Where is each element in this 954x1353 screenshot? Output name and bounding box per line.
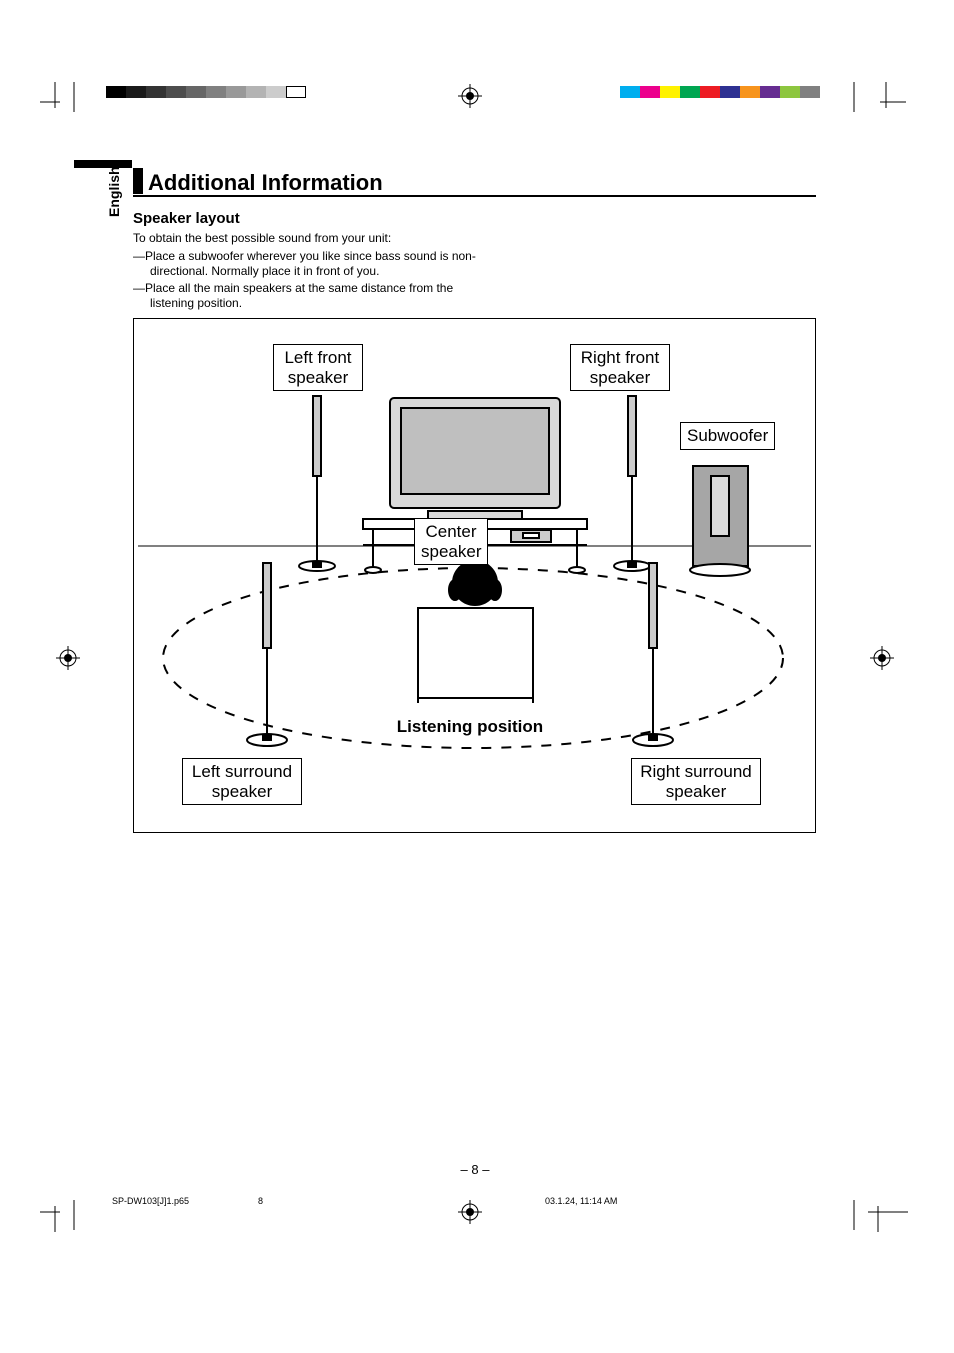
- section-heading: Additional Information: [148, 170, 383, 196]
- bullet-2a: —Place all the main speakers at the same…: [133, 280, 453, 296]
- label-left-surround: Left surround speaker: [182, 758, 302, 805]
- language-label: English: [106, 166, 122, 217]
- footer-page: 8: [258, 1196, 263, 1206]
- language-tab-block: [74, 160, 132, 168]
- color-calibration-bar: [620, 86, 820, 98]
- label-center: Center speaker: [414, 518, 488, 565]
- heading-rule: [133, 195, 816, 197]
- label-right-surround: Right surround speaker: [631, 758, 761, 805]
- footer-filename: SP-DW103[J]1.p65: [112, 1196, 189, 1206]
- subheading: Speaker layout: [133, 210, 240, 227]
- bullet-1b: directional. Normally place it in front …: [150, 263, 379, 279]
- label-listening: Listening position: [390, 717, 550, 737]
- page-number: – 8 –: [450, 1162, 500, 1177]
- bullet-2b: listening position.: [150, 295, 242, 311]
- gray-calibration-bar: [106, 86, 306, 98]
- label-subwoofer: Subwoofer: [680, 422, 775, 450]
- heading-accent-bar: [133, 168, 143, 194]
- label-left-front: Left front speaker: [273, 344, 363, 391]
- intro-line: To obtain the best possible sound from y…: [133, 230, 391, 246]
- label-right-front: Right front speaker: [570, 344, 670, 391]
- diagram-illustration: [133, 318, 816, 833]
- bullet-1a: —Place a subwoofer wherever you like sin…: [133, 248, 476, 264]
- footer-date: 03.1.24, 11:14 AM: [545, 1196, 617, 1206]
